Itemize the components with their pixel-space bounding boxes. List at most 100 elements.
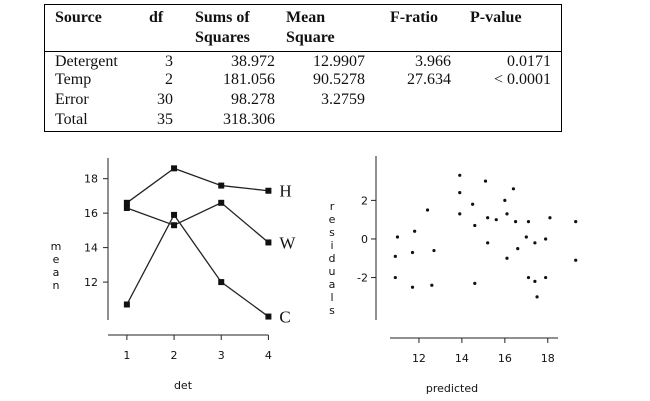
header-ss-line2: Squares xyxy=(195,29,250,46)
series-point xyxy=(218,182,225,189)
y-axis-label: d xyxy=(329,252,336,265)
data-point xyxy=(524,235,528,239)
row-f: 27.634 xyxy=(407,71,451,88)
row-source: Error xyxy=(55,91,89,108)
series-point xyxy=(171,165,178,172)
y-axis-label: a xyxy=(329,278,336,291)
row-p: < 0.0001 xyxy=(493,71,551,88)
y-axis-label: s xyxy=(329,226,335,239)
y-tick-label: 14 xyxy=(84,242,98,255)
series-point xyxy=(123,204,130,211)
y-tick-label: 18 xyxy=(84,173,98,186)
y-axis-label: e xyxy=(329,213,336,226)
series-label: W xyxy=(279,233,296,252)
y-tick-label: 2 xyxy=(361,194,368,207)
x-tick-label: 18 xyxy=(541,352,555,365)
data-point xyxy=(393,275,397,280)
x-tick-label: 14 xyxy=(455,352,469,365)
row-ms: 12.9907 xyxy=(313,53,365,70)
y-tick-label: 12 xyxy=(84,276,98,289)
header-source: Source xyxy=(55,9,102,26)
row-df: 3 xyxy=(165,53,173,70)
data-point xyxy=(410,250,415,255)
x-axis-label: det xyxy=(174,379,193,392)
data-point xyxy=(511,187,516,191)
y-tick-label: 0 xyxy=(361,233,368,246)
data-point xyxy=(486,216,490,220)
series-line xyxy=(126,213,269,318)
x-tick-label: 1 xyxy=(123,349,130,362)
data-point xyxy=(505,256,509,260)
header-p: P-value xyxy=(470,9,522,26)
series-label: C xyxy=(279,308,290,327)
series-line xyxy=(126,167,269,204)
x-tick-label: 3 xyxy=(218,349,225,362)
x-axis-label: predicted xyxy=(426,382,478,395)
row-ms: 90.5278 xyxy=(313,71,365,88)
data-point xyxy=(516,247,520,251)
data-point xyxy=(413,229,417,233)
data-point xyxy=(410,285,415,289)
data-point xyxy=(535,295,539,299)
header-ss-line1: Sums of xyxy=(195,9,250,26)
y-axis-label: a xyxy=(53,266,60,279)
row-ss: 38.972 xyxy=(231,53,275,70)
data-point xyxy=(533,279,537,284)
data-point xyxy=(393,254,397,258)
x-tick-label: 2 xyxy=(171,349,178,362)
y-axis-label: s xyxy=(329,304,335,317)
x-tick-label: 4 xyxy=(265,349,272,362)
data-point xyxy=(494,218,498,222)
data-point xyxy=(486,241,490,245)
header-ms-line1: Mean xyxy=(286,9,326,26)
y-axis-label: i xyxy=(330,239,333,252)
x-tick-label: 16 xyxy=(498,352,512,365)
anova-table: Source df Sums of Squares Mean Square F-… xyxy=(44,4,562,132)
y-tick-label: -2 xyxy=(357,272,368,285)
data-point xyxy=(526,220,531,224)
row-source: Temp xyxy=(55,71,92,88)
series-point xyxy=(265,239,272,246)
row-ss: 318.306 xyxy=(223,111,275,128)
data-point xyxy=(513,220,518,224)
series-point xyxy=(218,279,225,286)
header-df: df xyxy=(149,9,164,26)
data-point xyxy=(473,223,477,228)
data-point xyxy=(483,179,488,183)
series-point xyxy=(218,199,225,206)
row-source: Detergent xyxy=(55,53,118,70)
y-axis-label: e xyxy=(53,253,60,266)
y-axis-label: r xyxy=(330,200,335,213)
series-line xyxy=(126,202,269,243)
data-point xyxy=(458,191,462,195)
row-df: 30 xyxy=(157,91,173,108)
y-axis-label: m xyxy=(51,240,62,253)
data-point xyxy=(430,283,434,287)
data-point xyxy=(505,212,509,216)
y-axis-label: u xyxy=(329,265,336,278)
anova-header-row: Source df Sums of Squares Mean Square F-… xyxy=(45,5,561,52)
header-f: F-ratio xyxy=(390,9,438,26)
data-point xyxy=(432,248,436,253)
y-tick-label: 16 xyxy=(84,207,98,220)
series-point xyxy=(171,211,178,218)
row-ss: 98.278 xyxy=(231,91,275,108)
data-point xyxy=(395,235,400,239)
data-point xyxy=(471,202,475,206)
data-point xyxy=(458,212,462,216)
row-ss: 181.056 xyxy=(223,71,275,88)
data-point xyxy=(574,220,578,224)
header-ms-line2: Square xyxy=(286,29,335,46)
series-point xyxy=(123,199,130,206)
data-point xyxy=(425,208,430,212)
data-point xyxy=(574,258,578,262)
data-point xyxy=(544,275,548,280)
data-point xyxy=(473,281,477,285)
series-label: H xyxy=(279,182,291,201)
row-source: Total xyxy=(55,111,88,128)
row-df: 35 xyxy=(157,111,173,128)
data-point xyxy=(533,241,537,245)
series-point xyxy=(123,301,130,308)
